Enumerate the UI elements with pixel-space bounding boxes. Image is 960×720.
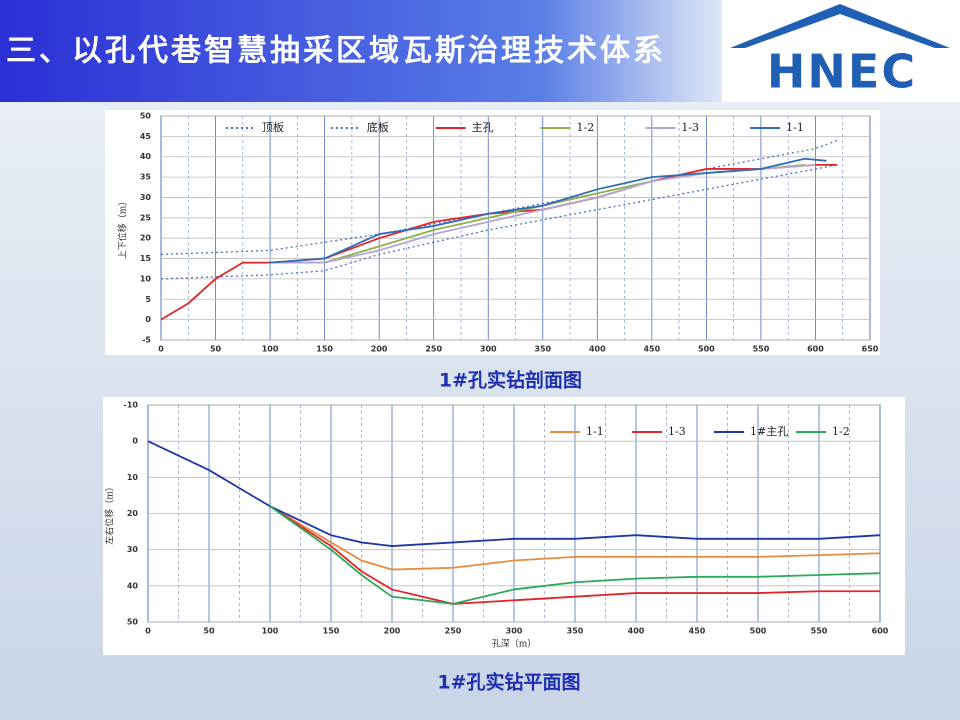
series-line xyxy=(269,505,881,605)
y-tick-label: 0 xyxy=(145,315,151,324)
legend-label: 1-2 xyxy=(832,425,850,438)
series-line xyxy=(160,163,838,321)
y-tick-label: 50 xyxy=(140,112,152,121)
x-tick-label: 600 xyxy=(872,627,889,636)
y-tick-label: -5 xyxy=(142,336,151,345)
x-tick-label: 450 xyxy=(643,345,660,354)
y-tick-label: 25 xyxy=(140,213,152,222)
y-tick-label: 0 xyxy=(132,437,138,446)
y-tick-label: 20 xyxy=(127,509,139,518)
chart-caption: 1#孔实钻剖面图 xyxy=(439,369,582,392)
x-tick-label: 650 xyxy=(862,345,879,354)
logo-roof xyxy=(730,4,950,48)
x-tick-label: 150 xyxy=(323,627,340,636)
y-tick-label: 10 xyxy=(127,473,139,482)
x-tick-label: 50 xyxy=(203,627,215,636)
y-tick-label: 30 xyxy=(140,193,152,202)
x-tick-label: 400 xyxy=(589,345,606,354)
x-tick-label: 150 xyxy=(316,345,333,354)
x-tick-label: 200 xyxy=(384,627,401,636)
y-tick-label: 10 xyxy=(140,274,152,283)
legend-label: 顶板 xyxy=(262,120,284,134)
x-tick-label: 100 xyxy=(262,345,279,354)
chart-caption: 1#孔实钻平面图 xyxy=(437,671,580,694)
logo-text: HNEC xyxy=(767,45,917,99)
legend-label: 1-1 xyxy=(586,425,604,438)
legend-label: 1-1 xyxy=(786,121,804,134)
x-tick-label: 350 xyxy=(534,345,551,354)
series-line xyxy=(270,157,827,264)
x-tick-label: 600 xyxy=(807,345,824,354)
x-tick-label: 300 xyxy=(480,345,497,354)
y-axis-label: 左右位移（m） xyxy=(104,482,116,545)
y-tick-label: 20 xyxy=(140,234,152,243)
x-tick-label: 500 xyxy=(750,627,767,636)
legend-label: 1#主孔 xyxy=(750,425,788,438)
x-tick-label: 550 xyxy=(811,627,828,636)
y-tick-label: 40 xyxy=(127,581,139,590)
x-tick-label: 0 xyxy=(145,627,151,636)
x-tick-label: 300 xyxy=(506,627,523,636)
x-tick-label: 400 xyxy=(628,627,645,636)
y-tick-label: 35 xyxy=(140,173,152,182)
y-tick-label: -10 xyxy=(124,401,139,410)
y-tick-label: 15 xyxy=(140,254,152,263)
legend-label: 底板 xyxy=(367,120,389,134)
series-line xyxy=(269,505,881,571)
logo-bg xyxy=(722,0,960,102)
x-tick-label: 250 xyxy=(445,627,462,636)
x-tick-label: 250 xyxy=(425,345,442,354)
x-tick-label: 100 xyxy=(262,627,279,636)
series-line xyxy=(269,505,880,605)
y-tick-label: 40 xyxy=(140,152,152,161)
y-axis-label: 上下位移（m） xyxy=(117,197,129,260)
chart-panel xyxy=(105,110,880,355)
legend-label: 1-3 xyxy=(681,121,699,134)
header-band xyxy=(0,0,722,102)
x-tick-label: 50 xyxy=(210,345,222,354)
legend-label: 1-3 xyxy=(668,425,686,438)
x-tick-label: 200 xyxy=(371,345,388,354)
series-line xyxy=(147,440,881,547)
x-tick-label: 450 xyxy=(689,627,706,636)
x-tick-label: 500 xyxy=(698,345,715,354)
series-line xyxy=(160,139,838,256)
y-tick-label: 50 xyxy=(127,618,139,627)
chart-panel xyxy=(103,397,905,655)
legend-label: 主孔 xyxy=(472,121,494,134)
x-axis-label: 孔深（m） xyxy=(492,639,537,650)
x-tick-label: 550 xyxy=(753,345,770,354)
y-tick-label: 5 xyxy=(145,295,151,304)
slide-title: 三、以孔代巷智慧抽采区域瓦斯治理技术体系 xyxy=(6,34,666,69)
y-tick-label: 30 xyxy=(127,545,139,554)
y-tick-label: 45 xyxy=(140,132,152,141)
x-tick-label: 350 xyxy=(567,627,584,636)
x-tick-label: 0 xyxy=(158,345,164,354)
legend-label: 1-2 xyxy=(577,121,595,134)
